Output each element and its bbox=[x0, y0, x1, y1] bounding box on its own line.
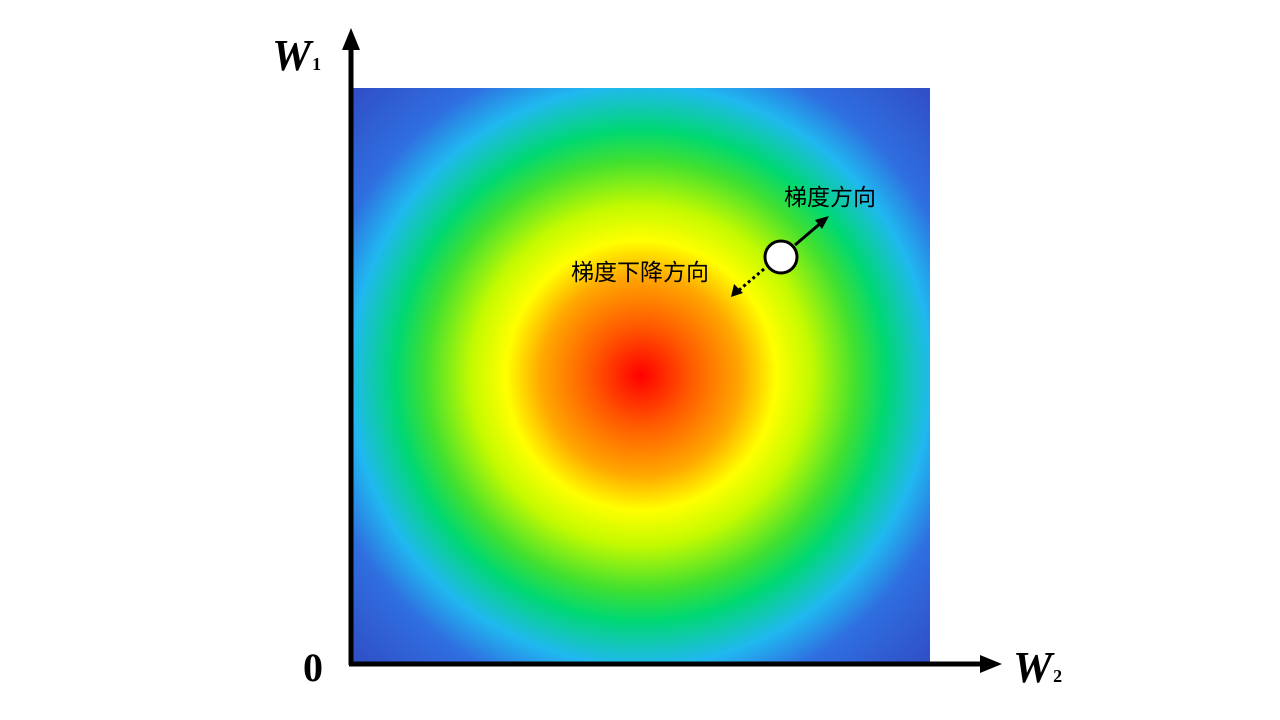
gradient-direction-arrow bbox=[794, 220, 823, 247]
x-axis-arrowhead bbox=[980, 655, 1002, 673]
origin-label: 0 bbox=[303, 645, 323, 690]
y-axis-letter: W bbox=[272, 31, 312, 80]
x-axis-label: W2 bbox=[1013, 646, 1062, 690]
x-axis-subscript: 2 bbox=[1053, 666, 1063, 686]
gradient-arrowhead bbox=[815, 216, 829, 229]
loss-heatmap bbox=[352, 88, 930, 663]
gradient-direction-label: 梯度方向 bbox=[784, 185, 876, 211]
y-axis-arrowhead bbox=[342, 28, 360, 50]
descent-arrowhead bbox=[731, 284, 743, 297]
descent-direction-arrow bbox=[737, 267, 765, 293]
y-axis-label: W1 bbox=[272, 34, 321, 78]
current-point-marker bbox=[763, 239, 799, 275]
descent-direction-label: 梯度下降方向 bbox=[571, 260, 709, 286]
x-axis-letter: W bbox=[1013, 643, 1053, 692]
y-axis-subscript: 1 bbox=[312, 54, 322, 74]
